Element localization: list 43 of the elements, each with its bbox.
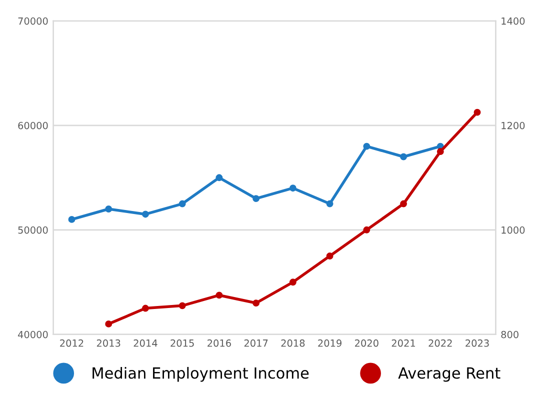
x-tick-label: 2019 [318, 339, 342, 347]
x-tick-label: 2023 [466, 339, 489, 347]
point [289, 184, 296, 192]
point [105, 206, 112, 212]
y2-tick-label: 800 [501, 330, 518, 338]
x-tick-label: 2012 [60, 339, 84, 347]
point [142, 210, 149, 218]
point [363, 226, 370, 234]
point [363, 142, 370, 150]
y2-tick-label: 1000 [502, 226, 525, 234]
x-tick-label: 2022 [428, 339, 452, 347]
y2-tick-label: 1400 [502, 17, 525, 25]
point [178, 200, 186, 208]
point [436, 148, 444, 155]
x-tick-label: 2021 [392, 339, 415, 347]
point [68, 216, 76, 223]
y2-tick-label: 1200 [502, 122, 525, 130]
y-tick-label: 40000 [18, 330, 48, 338]
y-tick-label: 70000 [18, 17, 48, 25]
x-tick-label: 2016 [208, 339, 231, 347]
point [252, 300, 260, 307]
point [289, 278, 296, 286]
point [105, 320, 112, 328]
x-tick-label: 2015 [170, 339, 194, 347]
x-tick-label: 2017 [244, 339, 268, 347]
x-tick-label: 2013 [96, 339, 120, 347]
point [400, 200, 407, 208]
point [178, 302, 186, 310]
point [142, 304, 149, 312]
x-tick-label: 2020 [355, 339, 378, 347]
y-tick-label: 50000 [18, 226, 48, 234]
legend-label: Median Employment Income [92, 366, 309, 382]
point [326, 252, 334, 260]
x-tick-label: 2018 [281, 339, 305, 347]
x-tick-label: 2014 [134, 339, 158, 347]
point [216, 292, 223, 299]
y-tick-label: 60000 [18, 122, 48, 130]
point [400, 153, 407, 160]
point [216, 174, 223, 182]
point [326, 200, 334, 208]
legend-label: Average Rent [398, 367, 500, 382]
point [474, 108, 481, 116]
point [252, 195, 260, 202]
